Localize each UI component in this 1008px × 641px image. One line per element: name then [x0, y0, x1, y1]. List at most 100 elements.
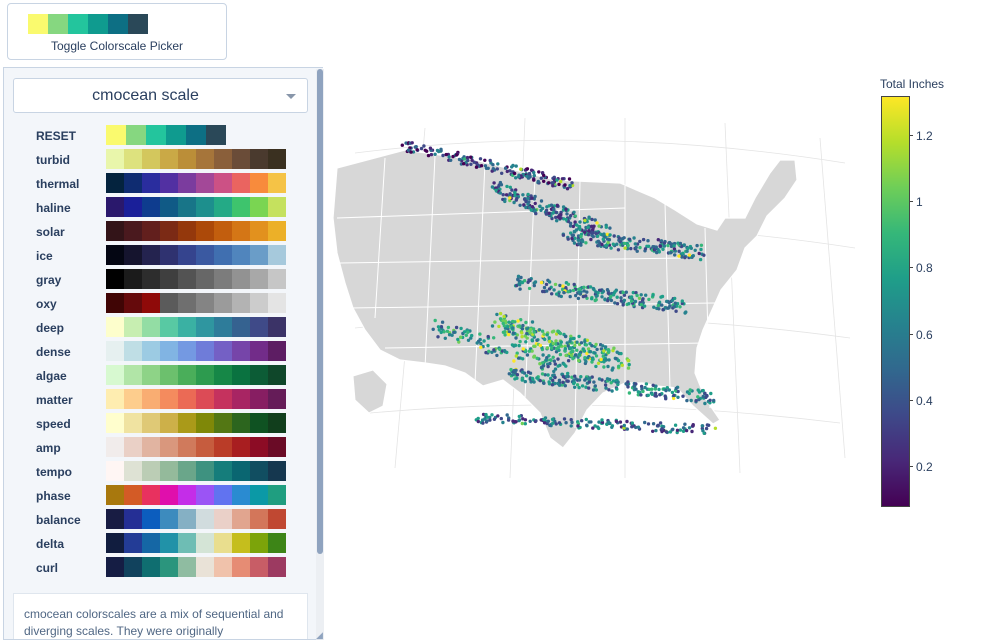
chevron-down-icon[interactable]: [286, 94, 296, 99]
precip-point: [620, 237, 625, 241]
precip-point: [439, 330, 443, 335]
swatch: [124, 485, 142, 505]
scale-swatches[interactable]: [106, 245, 286, 265]
scale-row-curl[interactable]: curl: [4, 557, 304, 581]
toggle-swatch: [128, 14, 148, 34]
precip-point: [539, 176, 543, 180]
precip-point: [525, 336, 529, 340]
precip-point: [481, 421, 485, 425]
scale-swatches[interactable]: [106, 413, 286, 433]
resize-grip-icon[interactable]: ◢: [316, 630, 323, 640]
precip-point: [547, 339, 552, 344]
scale-swatches[interactable]: [106, 149, 286, 169]
precip-point: [431, 327, 435, 331]
swatch: [214, 533, 232, 553]
scale-swatches[interactable]: [106, 341, 286, 361]
scale-swatches[interactable]: [106, 173, 286, 193]
scale-swatches[interactable]: [106, 461, 286, 481]
scale-row-ice[interactable]: ice: [4, 245, 304, 269]
precip-point: [641, 389, 645, 394]
precip-point: [455, 153, 459, 157]
swatch: [178, 557, 196, 577]
scale-row-algae[interactable]: algae: [4, 365, 304, 389]
scale-row-reset[interactable]: RESET: [4, 125, 304, 149]
swatch: [250, 485, 268, 505]
precip-point: [501, 319, 505, 323]
scrollbar-thumb[interactable]: [317, 69, 323, 554]
scale-swatches[interactable]: [106, 509, 286, 529]
precip-point: [646, 393, 650, 397]
precip-point: [650, 392, 654, 396]
precip-point: [656, 238, 660, 242]
scale-row-speed[interactable]: speed: [4, 413, 304, 437]
scale-swatches[interactable]: [106, 317, 286, 337]
scale-row-delta[interactable]: delta: [4, 533, 304, 557]
precip-point: [558, 216, 562, 220]
precip-point: [616, 380, 620, 384]
scale-row-tempo[interactable]: tempo: [4, 461, 304, 485]
precip-point: [654, 384, 658, 388]
scale-row-matter[interactable]: matter: [4, 389, 304, 413]
precip-point: [517, 343, 521, 348]
scale-row-turbid[interactable]: turbid: [4, 149, 304, 173]
precip-point: [488, 158, 492, 163]
swatch: [126, 125, 146, 145]
swatch: [160, 269, 178, 289]
us-precipitation-map[interactable]: [325, 68, 865, 538]
precip-point: [655, 250, 659, 255]
scale-swatches[interactable]: [106, 221, 286, 241]
scale-swatches[interactable]: [106, 269, 286, 289]
precip-point: [440, 320, 445, 324]
scale-swatches[interactable]: [106, 365, 286, 385]
scale-swatches[interactable]: [106, 389, 286, 409]
scale-row-solar[interactable]: solar: [4, 221, 304, 245]
scale-swatches[interactable]: [106, 485, 286, 505]
scale-row-amp[interactable]: amp: [4, 437, 304, 461]
scale-swatches[interactable]: [106, 293, 286, 313]
precip-point: [708, 401, 712, 405]
precip-point: [639, 384, 644, 389]
precip-point: [701, 394, 705, 399]
precip-point: [586, 233, 591, 237]
scale-swatches[interactable]: [106, 533, 286, 553]
swatch: [178, 221, 196, 241]
precip-point: [561, 380, 565, 384]
precip-point: [507, 330, 512, 334]
scale-row-oxy[interactable]: oxy: [4, 293, 304, 317]
precip-point: [557, 182, 561, 187]
precip-point: [573, 343, 577, 348]
scale-row-deep[interactable]: deep: [4, 317, 304, 341]
scale-swatches[interactable]: [106, 437, 286, 457]
precip-point: [596, 239, 601, 243]
precip-point: [514, 176, 518, 180]
swatch: [214, 485, 232, 505]
scale-swatches[interactable]: [106, 197, 286, 217]
scale-name: gray: [36, 273, 62, 287]
toggle-colorscale-button[interactable]: Toggle Colorscale Picker: [7, 3, 227, 60]
scale-row-balance[interactable]: balance: [4, 509, 304, 533]
precip-point: [678, 428, 683, 432]
swatch: [268, 413, 286, 433]
scale-row-dense[interactable]: dense: [4, 341, 304, 365]
precip-point: [685, 398, 689, 403]
precip-point: [490, 185, 495, 189]
scale-type-dropdown[interactable]: cmocean scale: [13, 78, 308, 113]
precip-point: [664, 397, 668, 401]
precip-point: [565, 187, 570, 191]
precip-point: [604, 353, 608, 357]
panel-scrollbar[interactable]: [316, 69, 324, 640]
precip-point: [565, 341, 569, 345]
precip-point: [693, 248, 697, 252]
precip-point: [498, 311, 503, 316]
scale-row-thermal[interactable]: thermal: [4, 173, 304, 197]
scale-row-gray[interactable]: gray: [4, 269, 304, 293]
precip-point: [704, 426, 709, 431]
scale-row-phase[interactable]: phase: [4, 485, 304, 509]
scale-swatches[interactable]: [106, 557, 286, 577]
precip-point: [566, 290, 570, 294]
scale-swatches[interactable]: [106, 125, 226, 145]
precip-point: [505, 184, 509, 189]
scale-row-haline[interactable]: haline: [4, 197, 304, 221]
swatch: [214, 149, 232, 169]
swatch: [146, 125, 166, 145]
